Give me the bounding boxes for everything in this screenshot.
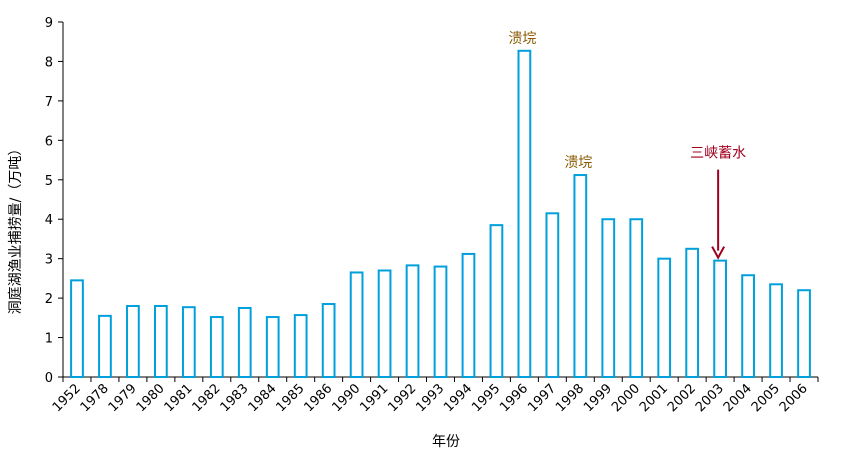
y-tick-label: 2 xyxy=(45,292,53,307)
bar-1986 xyxy=(321,303,336,378)
bar-2002 xyxy=(685,247,700,378)
bar-1985 xyxy=(293,314,308,379)
annotation-arrow-head xyxy=(711,246,726,260)
bar-1983 xyxy=(237,306,252,379)
x-tick-label: 2000 xyxy=(609,381,643,415)
bar-2000 xyxy=(629,218,644,378)
x-tick-label: 1986 xyxy=(301,381,335,415)
bar-1952 xyxy=(70,279,84,378)
x-tick-label: 1992 xyxy=(385,381,419,415)
x-tick-label: 1990 xyxy=(329,381,363,415)
y-tick-label: 4 xyxy=(45,213,53,228)
bar-1980 xyxy=(153,305,168,378)
x-tick-label: 1979 xyxy=(106,381,140,415)
bar-1993 xyxy=(433,265,448,378)
annotation-label: 三峡蓄水 xyxy=(690,146,746,162)
x-tick-label: 2006 xyxy=(777,381,811,415)
x-tick-label: 1982 xyxy=(190,381,224,415)
x-axis: 1952197819791980198119821983198419851986… xyxy=(50,376,819,415)
bar-2001 xyxy=(657,257,672,378)
x-tick-label: 1991 xyxy=(357,381,391,415)
x-tick-label: 2005 xyxy=(749,381,783,415)
bars xyxy=(70,49,811,379)
y-tick-label: 5 xyxy=(45,174,53,189)
bar-1995 xyxy=(489,224,504,378)
x-tick-label: 1980 xyxy=(134,381,168,415)
x-tick-label: 2001 xyxy=(637,381,671,415)
annotation-label: 溃垸 xyxy=(508,31,536,47)
x-axis-title: 年份 xyxy=(432,434,460,450)
bar-1979 xyxy=(126,305,140,378)
bar-1984 xyxy=(265,316,280,378)
x-tick-label: 1985 xyxy=(274,381,308,415)
y-axis-title: 洞庭湖渔业捕捞量/（万吨） xyxy=(7,142,24,315)
bar-2003 xyxy=(713,259,728,378)
x-tick-label: 1999 xyxy=(581,381,615,415)
bar-2004 xyxy=(741,274,755,379)
x-tick-label: 1983 xyxy=(218,381,252,415)
bar-2005 xyxy=(769,283,783,378)
bar-1981 xyxy=(181,306,196,378)
x-tick-label: 1952 xyxy=(50,381,84,415)
x-tick-label: 1997 xyxy=(525,381,559,415)
y-tick-label: 1 xyxy=(45,332,53,347)
x-tick-label: 1993 xyxy=(413,381,447,415)
y-tick-label: 7 xyxy=(45,95,53,110)
x-tick-label: 1981 xyxy=(162,381,196,415)
y-axis: 0 1 2 3 4 5 6 7 8 9 xyxy=(45,16,64,386)
bar-1978 xyxy=(98,314,112,379)
x-tick-label: 1995 xyxy=(469,381,503,415)
bar-1990 xyxy=(349,271,364,379)
x-tick-label: 1996 xyxy=(497,381,531,415)
x-tick-label: 1978 xyxy=(78,381,112,415)
x-tick-label: 2004 xyxy=(721,381,755,415)
y-tick-label: 9 xyxy=(45,16,53,31)
bar-1982 xyxy=(209,316,224,378)
y-tick-label: 6 xyxy=(45,134,53,149)
y-tick-label: 3 xyxy=(45,253,53,268)
annotation-label: 溃垸 xyxy=(564,155,592,171)
x-tick-label: 2002 xyxy=(665,381,699,415)
bar-1994 xyxy=(461,252,476,378)
bar-1997 xyxy=(545,212,560,378)
x-tick-label: 2003 xyxy=(693,381,727,415)
y-tick-label: 8 xyxy=(45,55,53,70)
x-tick-label: 1994 xyxy=(441,381,475,415)
bar-1996 xyxy=(517,49,532,379)
y-tick-label: 0 xyxy=(45,371,53,386)
x-tick-label: 1998 xyxy=(553,381,587,415)
bar-1999 xyxy=(601,218,616,378)
bar-1991 xyxy=(377,269,392,378)
bar-2006 xyxy=(797,289,811,379)
x-tick-label: 1984 xyxy=(246,381,280,415)
bar-1992 xyxy=(405,264,420,378)
bar-1998 xyxy=(573,174,588,378)
